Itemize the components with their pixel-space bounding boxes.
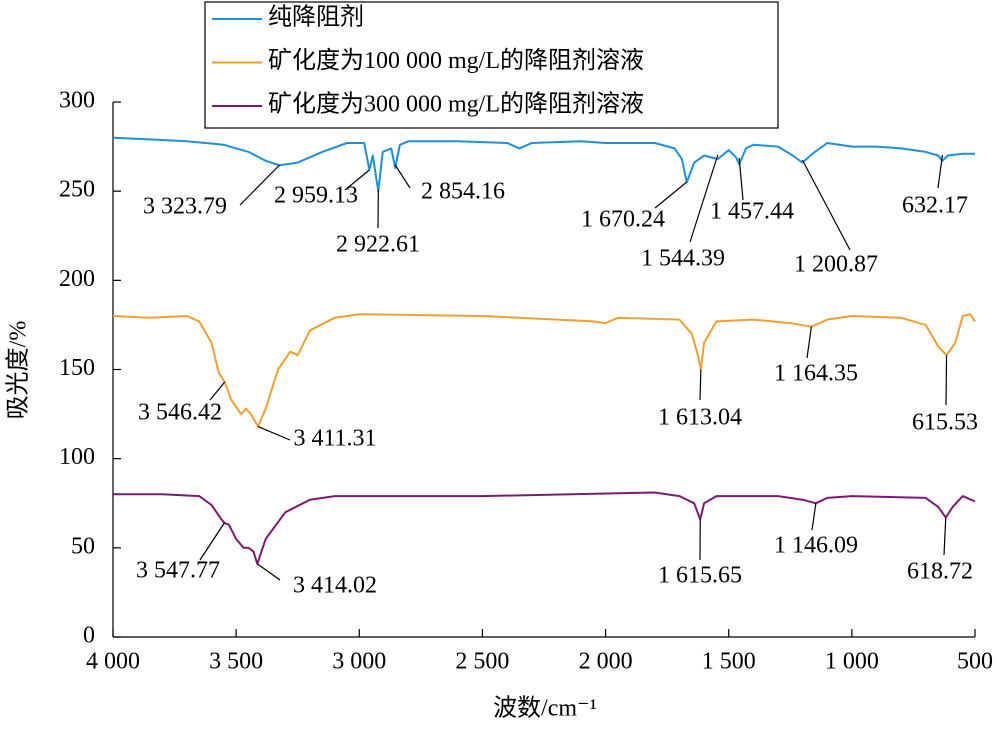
peak-leader: [200, 523, 224, 560]
legend-label: 矿化度为300 000 mg/L的降阻剂溶液: [268, 91, 644, 118]
peak-leader: [802, 160, 850, 250]
y-tick-label: 50: [71, 533, 95, 559]
peak-leader: [258, 427, 290, 440]
y-tick-label: 200: [59, 266, 95, 292]
legend-label: 矿化度为100 000 mg/L的降阻剂溶液: [268, 47, 644, 74]
peak-label: 1 164.35: [774, 361, 858, 387]
spectrum-line: [113, 138, 975, 192]
peak-label: 3 323.79: [143, 194, 227, 220]
x-tick-label: 3 500: [209, 649, 263, 675]
y-tick-label: 0: [83, 623, 95, 649]
legend-label: 纯降阻剂: [268, 4, 364, 31]
x-tick-label: 2 000: [579, 649, 633, 675]
y-tick-label: 150: [59, 355, 95, 381]
peak-label: 2 922.61: [336, 232, 420, 258]
peak-label: 3 547.77: [136, 558, 220, 584]
peak-label: 1 613.04: [658, 405, 742, 431]
x-tick-label: 2 500: [455, 649, 509, 675]
peak-label: 3 414.02: [293, 573, 377, 599]
y-tick-label: 250: [59, 177, 95, 203]
peak-leader: [938, 155, 942, 188]
x-tick-label: 4 000: [86, 649, 140, 675]
peak-label: 1 544.39: [641, 246, 725, 272]
peak-leader: [210, 382, 225, 400]
peak-leader: [812, 503, 816, 530]
x-tick-label: 1 500: [702, 649, 756, 675]
x-tick-label: 3 000: [332, 649, 386, 675]
peak-label: 2 959.13: [274, 183, 358, 209]
peak-leader: [655, 182, 687, 208]
peak-label: 3 546.42: [138, 400, 222, 426]
peak-label: 1 670.24: [581, 207, 665, 233]
peak-label: 1 457.44: [710, 199, 794, 225]
peak-label: 1 615.65: [658, 563, 742, 589]
peak-label: 1 146.09: [774, 533, 858, 559]
peak-leader: [700, 370, 701, 401]
peak-leader: [944, 518, 946, 555]
peak-label: 615.53: [912, 410, 978, 436]
y-axis-title: 吸光度/%: [5, 321, 32, 420]
peak-label: 1 200.87: [794, 252, 878, 278]
y-tick-label: 300: [59, 88, 95, 114]
peak-leader: [807, 327, 811, 358]
peak-leader: [946, 355, 947, 405]
peak-leader: [395, 165, 410, 188]
peak-label: 3 411.31: [293, 426, 376, 452]
x-axis-title: 波数/cm⁻¹: [493, 695, 597, 722]
peak-label: 2 854.16: [421, 179, 505, 205]
y-tick-label: 100: [59, 444, 95, 470]
peak-label: 618.72: [907, 559, 973, 585]
peak-leader: [257, 564, 280, 580]
peak-label: 632.17: [902, 193, 968, 219]
peak-leader: [739, 158, 743, 200]
x-tick-label: 1 000: [825, 649, 879, 675]
x-tick-label: 500: [957, 649, 993, 675]
